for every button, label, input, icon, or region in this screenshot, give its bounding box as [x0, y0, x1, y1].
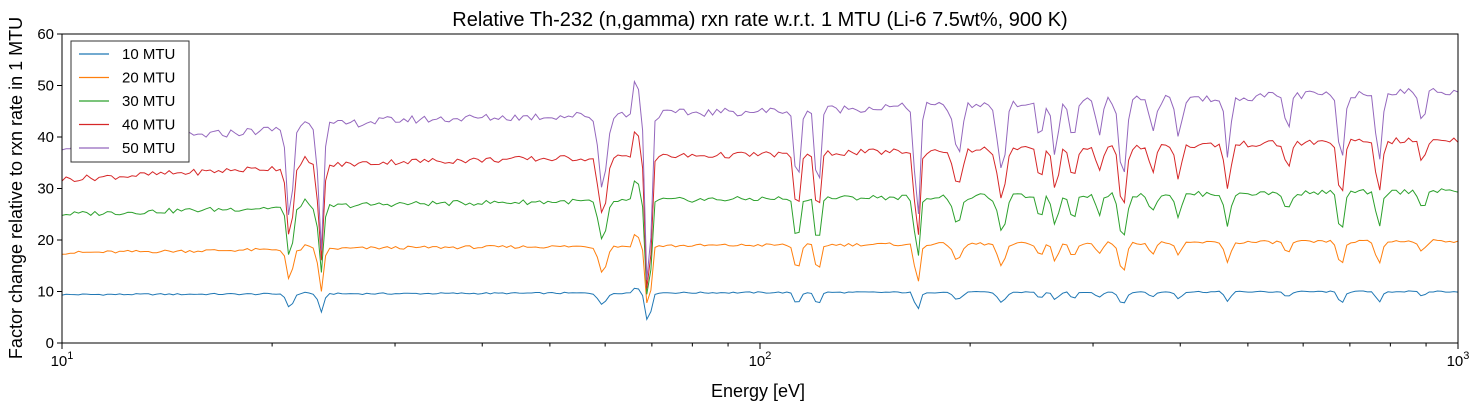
plot-frame: [61, 33, 1459, 344]
y-tick-label: 50: [37, 78, 54, 95]
x-tick-base: 10: [1447, 353, 1464, 370]
y-tick-label: 10: [37, 284, 54, 301]
legend-label: 30 MTU: [122, 93, 175, 110]
chart-title: Relative Th-232 (n,gamma) rxn rate w.r.t…: [452, 9, 1067, 31]
x-axis-label: Energy [eV]: [711, 381, 805, 401]
y-tick-label: 30: [37, 181, 54, 198]
y-axis-label: Factor change relative to rxn rate in 1 …: [6, 17, 26, 359]
x-tick-label: 102: [749, 350, 772, 370]
series-layer: [62, 79, 1458, 321]
series-line: [62, 79, 1458, 280]
x-tick-label: 103: [1447, 350, 1470, 370]
y-tick-label: 40: [37, 129, 54, 146]
series-line: [62, 287, 1458, 321]
y-tick-label: 20: [37, 232, 54, 249]
y-tick-label: 60: [37, 26, 54, 43]
x-tick-base: 10: [51, 353, 68, 370]
legend-label: 20 MTU: [122, 70, 175, 87]
x-tick-exponent: 1: [67, 350, 73, 362]
legend: 10 MTU 20 MTU 30 MTU 40 MTU 50 MTU: [70, 40, 190, 163]
x-tick-base: 10: [749, 353, 766, 370]
x-tick-exponent: 2: [765, 350, 771, 362]
series-line: [62, 233, 1458, 304]
y-tick-label: 0: [46, 335, 54, 352]
legend-label: 10 MTU: [122, 46, 175, 63]
legend-label: 50 MTU: [122, 140, 175, 157]
legend-label: 40 MTU: [122, 117, 175, 134]
series-line: [62, 130, 1458, 289]
series-line: [62, 180, 1458, 295]
x-tick-exponent: 3: [1463, 350, 1469, 362]
x-tick-label: 101: [51, 350, 74, 370]
